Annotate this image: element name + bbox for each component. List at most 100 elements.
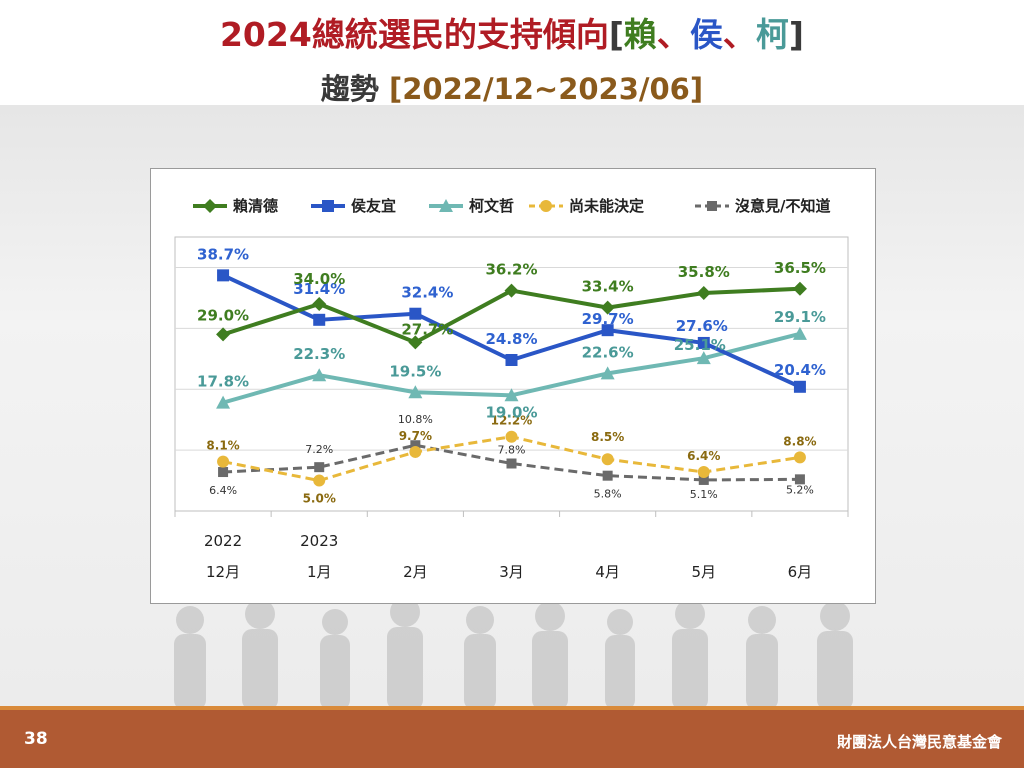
point-no_opinion-box (794, 474, 805, 485)
point-no_opinion-box (506, 458, 517, 469)
data-label-lai: 36.5% (774, 259, 826, 277)
year-label: 2022 (204, 532, 242, 550)
data-label-no_opinion: 10.8% (398, 413, 433, 426)
data-label-ko: 29.1% (774, 308, 826, 326)
plot-area (174, 236, 849, 512)
chart-panel: 6.4% 7.2% 10.8% 7.8% 5.8% 5.1% 5.2% 8.1% 5.0% 9.7… (150, 168, 876, 604)
data-label-hou: 32.4% (401, 284, 453, 302)
data-label-undecided: 8.8% (783, 434, 816, 448)
footer-accent-line (0, 706, 1024, 711)
subtitle-text: 趨勢 (320, 72, 379, 106)
point-no_opinion (794, 474, 805, 485)
point-undecided (313, 474, 326, 487)
data-label-no_opinion: 7.8% (498, 444, 526, 457)
point-no_opinion-box (410, 440, 421, 451)
data-label-hou: 31.4% (293, 280, 345, 298)
title-bracket-close: ] (788, 15, 805, 54)
legend-marker-undecided (540, 200, 552, 212)
page-number: 38 (24, 729, 48, 749)
data-label-no_opinion: 5.2% (786, 483, 814, 496)
data-label-ko: 25.1% (674, 336, 726, 354)
point-no_opinion (506, 458, 517, 469)
x-tick-label: 4月 (595, 563, 620, 581)
point-undecided (505, 430, 518, 443)
legend-marker-ko (439, 199, 453, 212)
data-label-lai: 34.0% (293, 270, 345, 288)
point-no_opinion (698, 474, 709, 485)
data-label-hou: 24.8% (485, 330, 537, 348)
point-hou (313, 313, 326, 326)
point-undecided (697, 466, 710, 479)
point-ko (312, 368, 327, 382)
point-undecided (793, 451, 806, 464)
legend-label-undecided: 尚未能決定 (569, 197, 644, 215)
x-tick-label: 2月 (403, 563, 428, 581)
x-tick-label: 5月 (692, 563, 717, 581)
point-undecided (217, 455, 230, 468)
data-label-ko: 22.3% (293, 345, 345, 363)
title-prefix: 2024總統選民的支持傾向 (219, 15, 609, 54)
legend-label-hou: 侯友宜 (351, 197, 396, 215)
point-lai (696, 286, 711, 301)
x-tick-label: 1月 (307, 563, 332, 581)
data-label-no_opinion: 6.4% (209, 484, 237, 497)
organization-name: 財團法人台灣民意基金會 (836, 733, 1002, 751)
point-ko (696, 351, 711, 365)
point-no_opinion-box (218, 467, 229, 478)
point-hou (793, 380, 806, 393)
point-no_opinion-box (314, 462, 325, 473)
data-label-lai: 27.7% (401, 320, 453, 338)
point-no_opinion (410, 440, 421, 451)
point-ko (504, 388, 519, 402)
legend-label-no_opinion: 沒意見/不知道 (735, 197, 830, 215)
x-tick-label: 6月 (788, 563, 813, 581)
line-chart: 6.4% 7.2% 10.8% 7.8% 5.8% 5.1% 5.2% 8.1% 5.0% 9.7… (174, 197, 849, 581)
point-hou (601, 324, 614, 337)
crowd-silhouette-decoration (174, 597, 853, 710)
point-hou (505, 353, 518, 366)
data-label-undecided: 8.1% (206, 439, 239, 453)
point-no_opinion (602, 470, 613, 481)
point-ko (792, 326, 807, 340)
data-label-hou: 29.7% (582, 310, 634, 328)
page-title: 2024總統選民的支持傾向[賴、侯、柯] (0, 8, 1024, 56)
data-label-ko: 22.6% (582, 343, 634, 361)
point-no_opinion (314, 462, 325, 473)
legend-marker-lai (203, 199, 217, 213)
title-name-ko: 柯 (755, 15, 789, 54)
legend-marker-no_opinion-box (707, 201, 717, 211)
point-lai (792, 281, 807, 296)
data-label-ko: 19.5% (389, 362, 441, 380)
legend-marker-hou (322, 200, 334, 212)
legend-label-lai: 賴清德 (233, 197, 278, 215)
point-lai (408, 335, 423, 350)
point-no_opinion-box (602, 470, 613, 481)
data-label-hou: 27.6% (676, 317, 728, 335)
point-ko (600, 366, 615, 380)
x-tick-label: 12月 (206, 563, 240, 581)
x-tick-label: 3月 (499, 563, 524, 581)
title-separator: 、 (656, 15, 690, 54)
data-label-no_opinion: 5.8% (594, 488, 622, 501)
point-hou (697, 336, 710, 349)
data-label-no_opinion: 5.1% (690, 488, 718, 501)
point-hou (409, 307, 422, 320)
data-label-undecided: 12.2% (491, 414, 533, 428)
page-subtitle: 趨勢 [2022/12~2023/06] (0, 66, 1024, 108)
point-undecided (601, 453, 614, 466)
data-label-undecided: 6.4% (687, 449, 720, 463)
title-separator: 、 (722, 15, 756, 54)
title-name-lai: 賴 (623, 15, 657, 54)
data-label-undecided: 8.5% (591, 430, 624, 444)
data-label-lai: 36.2% (485, 261, 537, 279)
data-label-undecided: 9.7% (399, 429, 432, 443)
data-label-ko: 19.0% (485, 403, 537, 421)
data-label-lai: 33.4% (582, 278, 634, 296)
data-label-lai: 29.0% (197, 306, 249, 324)
year-label: 2023 (300, 532, 338, 550)
data-label-lai: 35.8% (678, 263, 730, 281)
point-lai (504, 283, 519, 298)
data-label-ko: 17.8% (197, 373, 249, 391)
date-range: [2022/12~2023/06] (388, 72, 704, 106)
data-label-undecided: 5.0% (303, 492, 336, 506)
